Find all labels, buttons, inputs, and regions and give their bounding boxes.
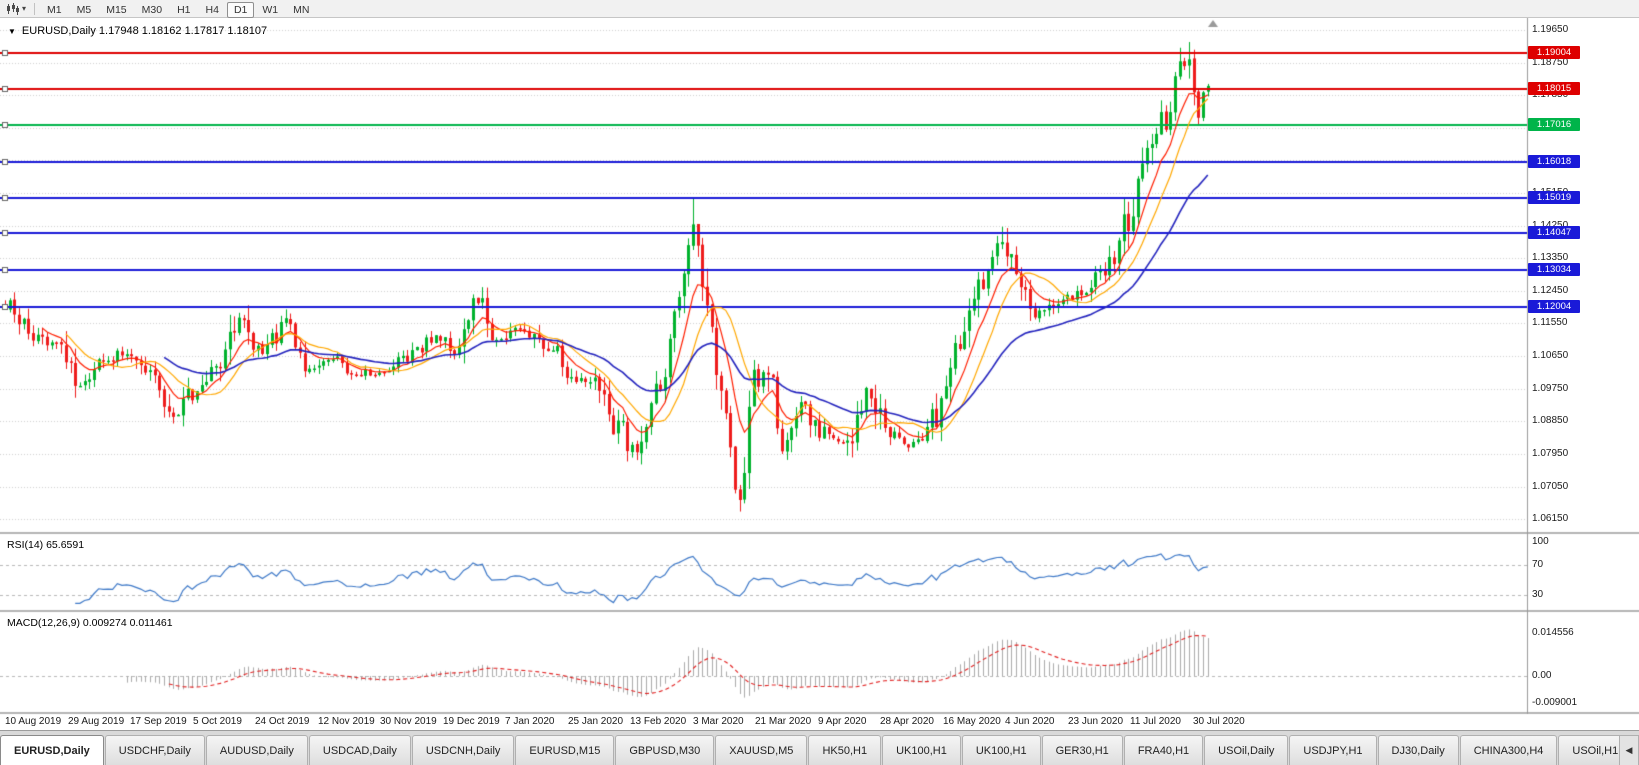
chart-type-icon[interactable] xyxy=(6,2,20,15)
chart-tab-fra40-h1[interactable]: FRA40,H1 xyxy=(1123,735,1204,765)
chart-type-dropdown-icon[interactable]: ▾ xyxy=(22,4,27,13)
chart-tab-eurusd-m15[interactable]: EURUSD,M15 xyxy=(515,735,615,765)
rsi-label: RSI(14) 65.6591 xyxy=(7,539,85,551)
timeframe-button-d1[interactable]: D1 xyxy=(226,1,255,18)
chart-tab-ger30-h1[interactable]: GER30,H1 xyxy=(1041,735,1123,765)
chart-tab-usoil-daily[interactable]: USOil,Daily xyxy=(1204,735,1289,765)
chart-tab-usdcad-daily[interactable]: USDCAD,Daily xyxy=(308,735,411,765)
timeframe-button-m30[interactable]: M30 xyxy=(141,3,163,16)
chart-tab-china300-h4[interactable]: CHINA300,H4 xyxy=(1459,735,1558,765)
timeframe-button-w1[interactable]: W1 xyxy=(262,3,279,16)
tab-scroll-left-button[interactable]: ◀ xyxy=(1619,735,1639,765)
timeframe-button-h4[interactable]: H4 xyxy=(205,3,219,16)
timeframe-button-h1[interactable]: H1 xyxy=(177,3,191,16)
chart-tab-hk50-h1[interactable]: HK50,H1 xyxy=(808,735,882,765)
chart-tab-dj30-daily[interactable]: DJ30,Daily xyxy=(1377,735,1459,765)
chart-tab-usdjpy-h1[interactable]: USDJPY,H1 xyxy=(1289,735,1377,765)
chart-tabs: EURUSD,Daily USDCHF,Daily AUDUSD,Daily USDC… xyxy=(0,735,1619,765)
chart-tab-usdcnh-daily[interactable]: USDCNH,Daily xyxy=(411,735,515,765)
chart-tab-usdchf-daily[interactable]: USDCHF,Daily xyxy=(104,735,205,765)
chart-tab-usoil-h1[interactable]: USOil,H1 xyxy=(1558,735,1619,765)
macd-label: MACD(12,26,9) 0.009274 0.011461 xyxy=(7,617,173,629)
chart-area: ▼ EURUSD,Daily 1.17948 1.18162 1.17817 1… xyxy=(0,18,1639,730)
chart-tab-uk100-h1[interactable]: UK100,H1 xyxy=(961,735,1041,765)
timeframe-button-m1[interactable]: M1 xyxy=(47,3,62,16)
chart-tab-eurusd-daily[interactable]: EURUSD,Daily xyxy=(0,735,104,765)
timeframe-button-mn[interactable]: MN xyxy=(293,3,310,16)
timeframe-button-m15[interactable]: M15 xyxy=(106,3,127,16)
candlestick-glyph xyxy=(7,2,19,15)
timeframe-button-m5[interactable]: M5 xyxy=(76,3,92,16)
collapse-icon[interactable]: ▼ xyxy=(8,26,16,36)
price-chart-canvas[interactable] xyxy=(0,18,1639,730)
chart-tab-audusd-daily[interactable]: AUDUSD,Daily xyxy=(205,735,308,765)
chart-title-text: EURUSD,Daily 1.17948 1.18162 1.17817 1.1… xyxy=(21,25,268,37)
chart-title: ▼ EURUSD,Daily 1.17948 1.18162 1.17817 1… xyxy=(8,25,267,37)
chart-tab-uk100-h1[interactable]: UK100,H1 xyxy=(882,735,961,765)
chart-tab-gbpusd-m30[interactable]: GBPUSD,M30 xyxy=(615,735,715,765)
timeframe-buttons-group: M1 M5 M15 M30 H1 H4 D1 W1 MN xyxy=(40,0,317,18)
chart-tab-xauusd-m5[interactable]: XAUUSD,M5 xyxy=(715,735,808,765)
timeframe-toolbar: ▾ M1 M5 M15 M30 H1 H4 D1 W1 MN xyxy=(0,0,1639,18)
toolbar-separator xyxy=(34,2,36,15)
chart-tab-bar: EURUSD,Daily USDCHF,Daily AUDUSD,Daily USDC… xyxy=(0,730,1639,765)
